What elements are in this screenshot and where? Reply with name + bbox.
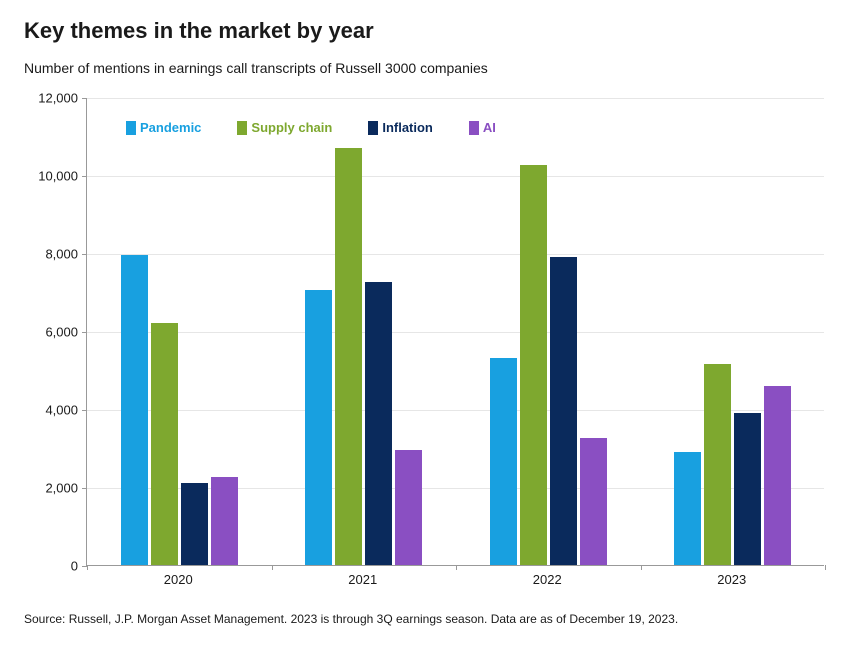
- source-note: Source: Russell, J.P. Morgan Asset Manag…: [24, 612, 837, 626]
- bar: [151, 323, 178, 565]
- x-tick-label: 2021: [348, 572, 377, 587]
- legend-swatch: [237, 121, 247, 135]
- plot-area: [86, 98, 824, 566]
- x-tick-label: 2023: [717, 572, 746, 587]
- x-tick-label: 2022: [533, 572, 562, 587]
- x-tick-mark: [825, 565, 826, 570]
- y-tick-label: 2,000: [45, 481, 78, 496]
- bar: [490, 358, 517, 565]
- y-axis: 02,0004,0006,0008,00010,00012,000: [34, 98, 84, 566]
- bar: [181, 483, 208, 565]
- bar: [121, 255, 148, 565]
- legend-swatch: [469, 121, 479, 135]
- legend-swatch: [368, 121, 378, 135]
- y-tick-label: 8,000: [45, 247, 78, 262]
- bar: [335, 148, 362, 565]
- bar: [674, 452, 701, 565]
- y-tick-label: 10,000: [38, 169, 78, 184]
- bar: [764, 386, 791, 565]
- x-tick-label: 2020: [164, 572, 193, 587]
- chart-subtitle: Number of mentions in earnings call tran…: [24, 60, 837, 76]
- legend-label: Inflation: [382, 120, 433, 135]
- bar: [550, 257, 577, 565]
- legend-item: Inflation: [368, 120, 433, 135]
- y-tick-label: 12,000: [38, 91, 78, 106]
- bar: [580, 438, 607, 565]
- legend-label: AI: [483, 120, 496, 135]
- bar: [305, 290, 332, 565]
- gridline: [87, 176, 824, 177]
- bar: [704, 364, 731, 565]
- gridline: [87, 254, 824, 255]
- bar: [365, 282, 392, 565]
- y-tick-label: 4,000: [45, 403, 78, 418]
- gridline: [87, 332, 824, 333]
- legend-item: Supply chain: [237, 120, 332, 135]
- legend-item: AI: [469, 120, 496, 135]
- legend: Pandemic Supply chain Inflation AI: [126, 120, 496, 135]
- gridline: [87, 98, 824, 99]
- bar: [734, 413, 761, 565]
- legend-item: Pandemic: [126, 120, 201, 135]
- x-tick-mark: [272, 565, 273, 570]
- x-tick-mark: [456, 565, 457, 570]
- legend-label: Pandemic: [140, 120, 201, 135]
- y-tick-label: 6,000: [45, 325, 78, 340]
- bar: [395, 450, 422, 565]
- bar: [520, 165, 547, 565]
- bar: [211, 477, 238, 565]
- legend-label: Supply chain: [251, 120, 332, 135]
- legend-swatch: [126, 121, 136, 135]
- chart-title: Key themes in the market by year: [24, 18, 837, 44]
- x-tick-mark: [641, 565, 642, 570]
- y-tick-label: 0: [71, 559, 78, 574]
- chart-area: Pandemic Supply chain Inflation AI 0 2,000 4,…: [34, 98, 824, 598]
- x-tick-mark: [87, 565, 88, 570]
